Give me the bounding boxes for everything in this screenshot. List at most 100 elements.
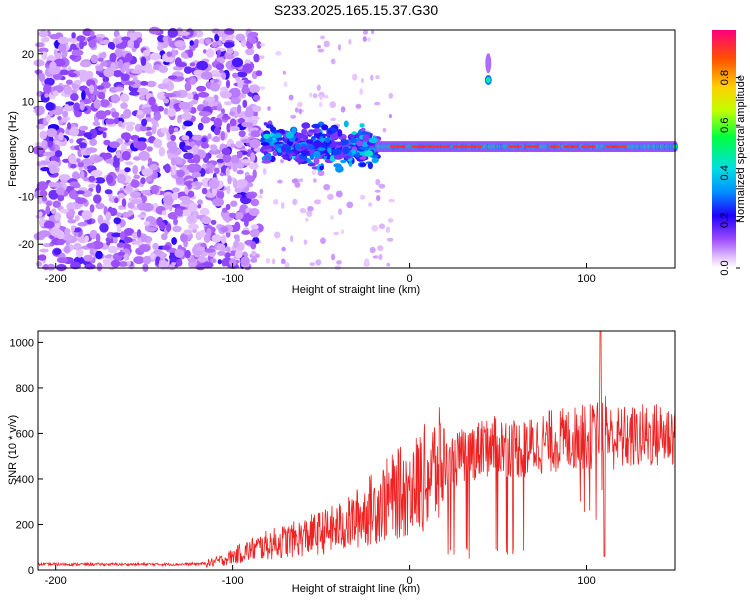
spectrogram-blob [245,106,254,114]
spectrogram-blob [232,72,239,79]
spectrogram-blob [70,43,77,50]
spectrogram-blob [57,36,70,45]
spectrogram-blob [364,150,374,157]
spectrogram-blob [120,93,130,103]
spectrogram-blob [86,242,96,249]
spectrogram-blob [124,121,136,127]
spectrogram-blob [265,124,274,129]
spectrogram-blob [117,261,129,267]
spectrogram-blob [107,41,115,50]
spectrogram-blob [388,92,394,99]
spectrogram-blob [86,79,96,87]
spectrogram-blob [116,224,122,233]
spectrogram-blob [151,184,159,195]
spectrogram-blob [70,93,79,102]
spectrogram-blob [309,92,313,98]
spectrogram-blob [67,209,76,216]
spectrogram-blob [112,70,124,77]
spectrogram-blob [267,156,272,160]
spectrogram-blob [201,137,207,143]
spectrogram-blob [291,127,297,135]
spectrogram-blob [118,121,123,128]
spectrogram-blob [220,234,227,244]
spectrogram-blob [158,260,169,270]
spectrogram-blob [198,111,211,117]
spectrogram-blob [89,138,98,146]
spectrogram-blob [128,91,140,96]
spectrogram-blob [181,135,190,141]
spectrogram-blob [141,202,154,212]
spectrogram-blob [96,262,103,272]
spectrogram-blob [221,147,231,155]
spectrogram-blob [113,236,118,244]
spectrogram-blob [280,202,285,209]
spectrogram-blob [534,145,540,149]
spectrogram-blob [226,185,231,195]
spectrogram-blob [301,122,311,129]
spectrogram-blob [146,80,157,88]
spectrogram-y-tick-label: 10 [22,96,34,108]
spectrogram-blob [204,248,216,253]
colorbar-gradient [712,30,736,268]
spectrogram-x-label: Height of straight line (km) [292,284,420,296]
spectrogram-blob [36,90,41,97]
spectrogram-blob [178,101,190,110]
snr-y-label: SNR (10 * v/v) [7,415,19,485]
spectrogram-blob [230,154,240,164]
spectrogram-blob [317,147,326,151]
spectrogram-blob [58,132,64,141]
spectrogram-blob [221,72,227,80]
spectrogram-blob [99,99,110,108]
spectrogram-blob [115,212,122,217]
spectrogram-blob [237,104,242,114]
spectrogram-blob [139,95,145,101]
spectrogram-blob [76,190,85,195]
spectrogram-blob [71,32,76,39]
spectrogram-blob [197,122,204,131]
spectrogram-blob [36,181,49,191]
spectrogram-blob [63,245,71,254]
spectrogram-blob [295,132,305,139]
spectrogram-blob [555,145,560,149]
spectrogram-blob [43,36,50,43]
spectrogram-blob [283,81,288,88]
snr-frame [37,330,676,571]
spectrogram-blob [137,87,149,96]
spectrogram-blob [118,205,124,210]
spectrogram-blob [63,85,72,95]
spectrogram-blob [235,33,246,42]
spectrogram-blob [180,233,188,243]
spectrogram-blob [49,146,56,151]
spectrogram-blob [362,134,370,142]
spectrogram-blob [92,121,101,127]
spectrogram-blob [157,44,164,52]
spectrogram-blob [401,145,406,149]
spectrogram-blob [275,51,282,56]
spectrogram-blob [41,196,48,202]
spectrogram-blob [327,193,334,200]
spectrogram-blob [136,141,147,151]
spectrogram-blob [340,139,349,146]
spectrogram-blob [214,167,220,175]
spectrogram-blob [179,195,191,202]
spectrogram-blob [105,211,112,221]
spectrogram-blob [123,236,133,243]
spectrogram-blob [181,199,188,205]
spectrogram-blob [240,256,250,266]
spectrogram-blob [145,131,153,137]
spectrogram-blob [324,95,329,99]
spectrogram-blob [386,237,394,242]
spectrogram-blob [79,142,87,149]
spectrogram-blob [378,223,386,230]
spectrogram-blob [192,144,199,153]
spectrogram-blob [117,193,125,199]
spectrogram-blob [125,184,133,192]
colorbar-tick-label: 0.6 [719,118,731,133]
spectrogram-blob [67,219,77,224]
spectrogram-blob [376,195,381,202]
spectrogram-blob [97,91,105,100]
spectrogram-blob [58,43,67,53]
spectrogram-blob [140,56,147,66]
spectrogram-blob [171,237,178,245]
